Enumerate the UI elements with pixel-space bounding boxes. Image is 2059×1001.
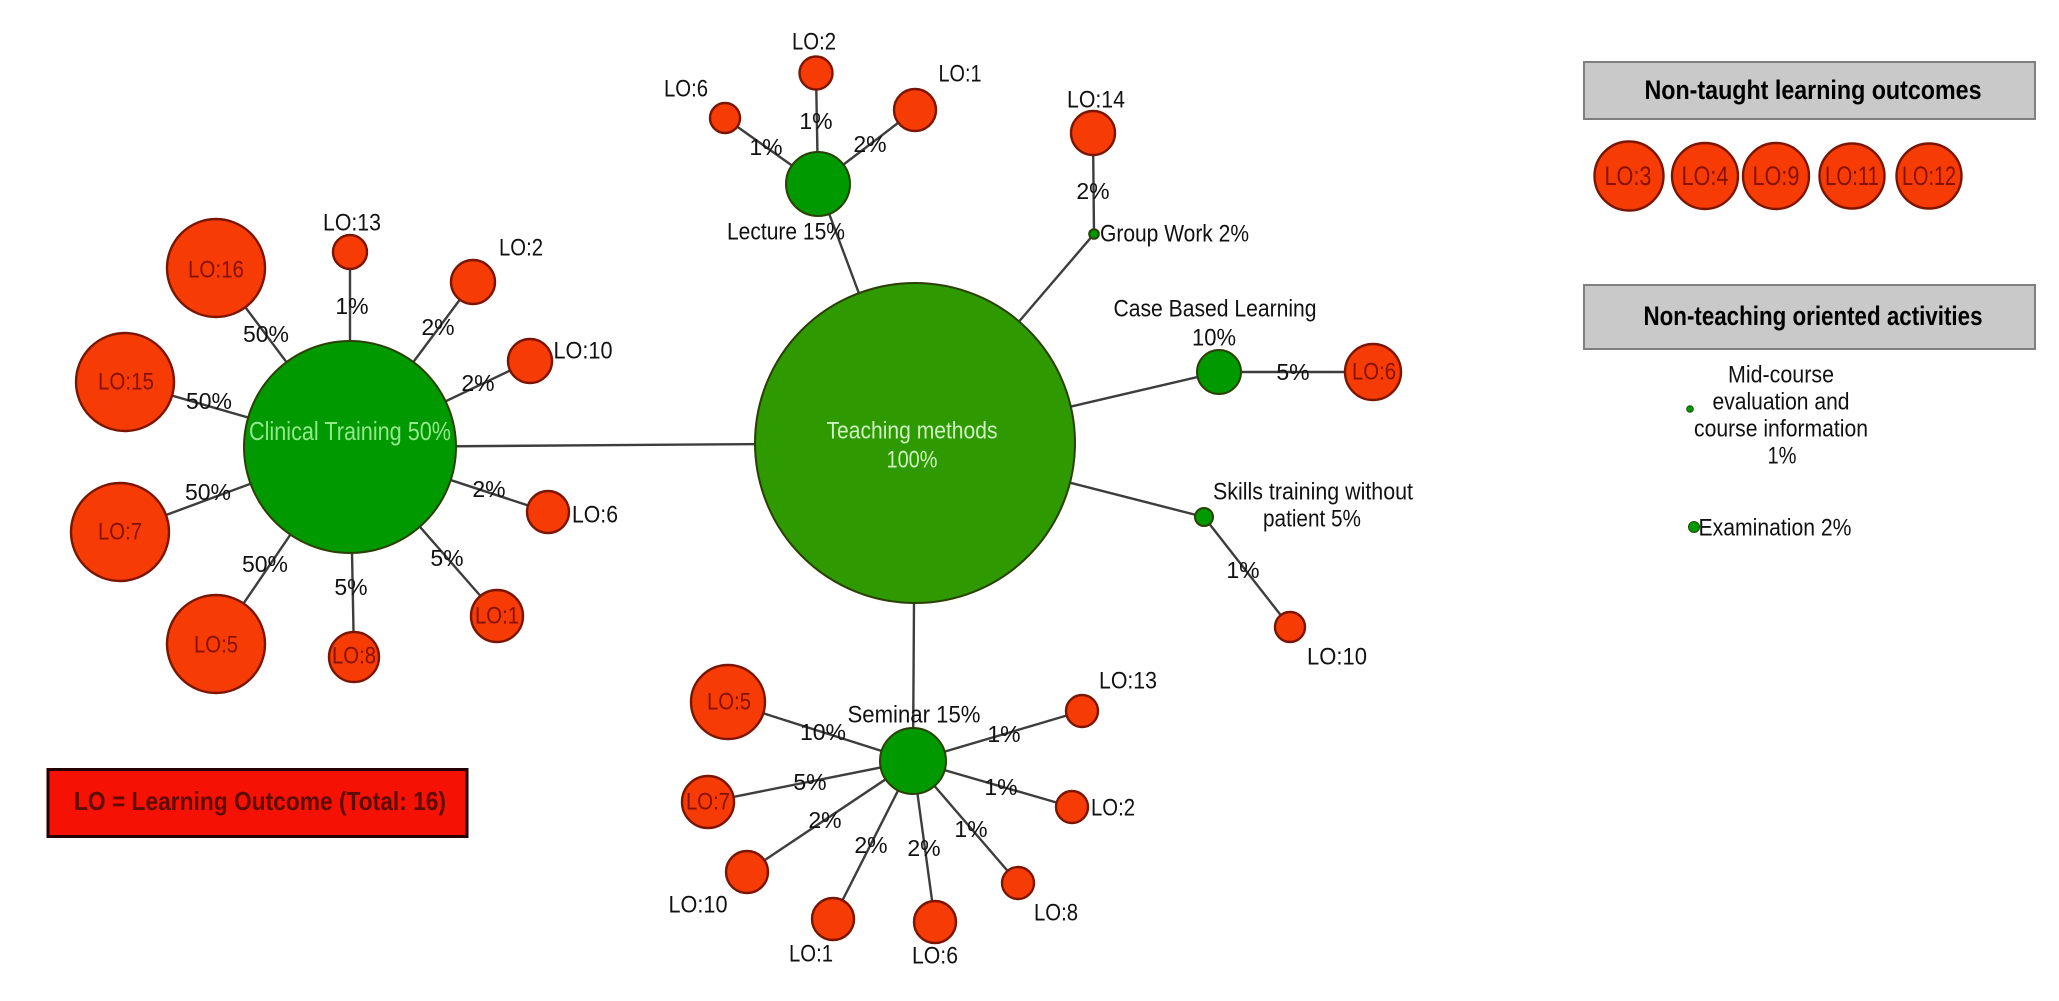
svg-text:2%: 2% (808, 807, 841, 833)
svg-text:5%: 5% (793, 769, 826, 795)
svg-text:1%: 1% (987, 721, 1020, 747)
svg-text:LO:14: LO:14 (1067, 87, 1125, 114)
svg-text:evaluation and: evaluation and (1713, 389, 1850, 416)
svg-text:LO:9: LO:9 (1753, 161, 1800, 191)
svg-text:LO:8: LO:8 (332, 643, 376, 670)
svg-text:1%: 1% (335, 293, 368, 319)
svg-text:50%: 50% (243, 321, 289, 347)
svg-text:Lecture 15%: Lecture 15% (727, 219, 845, 246)
svg-text:LO:10: LO:10 (554, 338, 613, 365)
svg-text:LO:1: LO:1 (939, 61, 982, 88)
svg-text:LO:3: LO:3 (1605, 161, 1652, 191)
svg-text:Group Work 2%: Group Work 2% (1100, 221, 1249, 248)
svg-text:2%: 2% (472, 476, 505, 502)
svg-text:10%: 10% (800, 719, 846, 745)
svg-text:LO:13: LO:13 (1099, 668, 1157, 695)
svg-text:Seminar 15%: Seminar 15% (848, 702, 981, 729)
svg-text:Examination 2%: Examination 2% (1699, 515, 1852, 542)
svg-text:Mid-course: Mid-course (1728, 362, 1834, 389)
svg-text:LO:12: LO:12 (1902, 161, 1956, 191)
svg-text:LO:10: LO:10 (669, 892, 728, 919)
svg-text:2%: 2% (1076, 178, 1109, 204)
svg-text:LO:6: LO:6 (1352, 359, 1396, 386)
svg-text:LO:7: LO:7 (98, 519, 142, 546)
svg-text:LO:2: LO:2 (1091, 795, 1135, 822)
svg-text:Skills training without: Skills training without (1213, 479, 1413, 506)
svg-text:Non-teaching oriented activiti: Non-teaching oriented activities (1644, 301, 1983, 331)
svg-text:LO:13: LO:13 (323, 210, 381, 237)
svg-text:LO:15: LO:15 (98, 369, 154, 396)
svg-text:1%: 1% (749, 134, 782, 160)
svg-text:LO = Learning Outcome (Total:: LO = Learning Outcome (Total: 16) (74, 786, 446, 816)
svg-text:1%: 1% (1768, 443, 1797, 470)
svg-text:LO:16: LO:16 (188, 257, 244, 284)
svg-text:50%: 50% (242, 551, 288, 577)
svg-text:LO:6: LO:6 (572, 502, 618, 529)
svg-text:Non-taught learning outcomes: Non-taught learning outcomes (1645, 75, 1982, 105)
svg-text:LO:4: LO:4 (1682, 161, 1729, 191)
svg-text:LO:6: LO:6 (912, 943, 958, 970)
svg-text:LO:10: LO:10 (1307, 644, 1367, 671)
svg-text:LO:6: LO:6 (664, 76, 708, 103)
svg-text:LO:5: LO:5 (194, 632, 238, 659)
svg-text:2%: 2% (461, 370, 494, 396)
svg-text:LO:8: LO:8 (1034, 900, 1078, 927)
svg-text:1%: 1% (799, 108, 832, 134)
svg-text:Case Based Learning: Case Based Learning (1114, 296, 1317, 323)
svg-text:2%: 2% (854, 832, 887, 858)
svg-text:5%: 5% (334, 574, 367, 600)
svg-text:100%: 100% (887, 447, 938, 474)
svg-text:2%: 2% (907, 835, 940, 861)
svg-text:LO:1: LO:1 (475, 603, 519, 630)
svg-text:LO:5: LO:5 (707, 689, 751, 716)
svg-text:1%: 1% (954, 816, 987, 842)
svg-text:LO:7: LO:7 (686, 789, 730, 816)
svg-text:patient 5%: patient 5% (1263, 506, 1361, 533)
svg-text:LO:2: LO:2 (792, 29, 836, 56)
svg-text:course information: course information (1694, 416, 1868, 443)
svg-text:2%: 2% (853, 131, 886, 157)
svg-text:LO:1: LO:1 (789, 941, 833, 968)
svg-text:LO:2: LO:2 (499, 235, 543, 262)
svg-text:5%: 5% (1276, 359, 1309, 385)
svg-text:10%: 10% (1192, 325, 1236, 352)
svg-text:Clinical Training 50%: Clinical Training 50% (249, 416, 451, 446)
svg-text:50%: 50% (185, 479, 231, 505)
svg-text:LO:11: LO:11 (1825, 161, 1879, 191)
svg-text:50%: 50% (186, 388, 232, 414)
svg-text:5%: 5% (430, 545, 463, 571)
svg-text:1%: 1% (1226, 557, 1259, 583)
svg-text:1%: 1% (984, 774, 1017, 800)
svg-text:2%: 2% (421, 314, 454, 340)
svg-text:Teaching methods: Teaching methods (827, 418, 998, 445)
